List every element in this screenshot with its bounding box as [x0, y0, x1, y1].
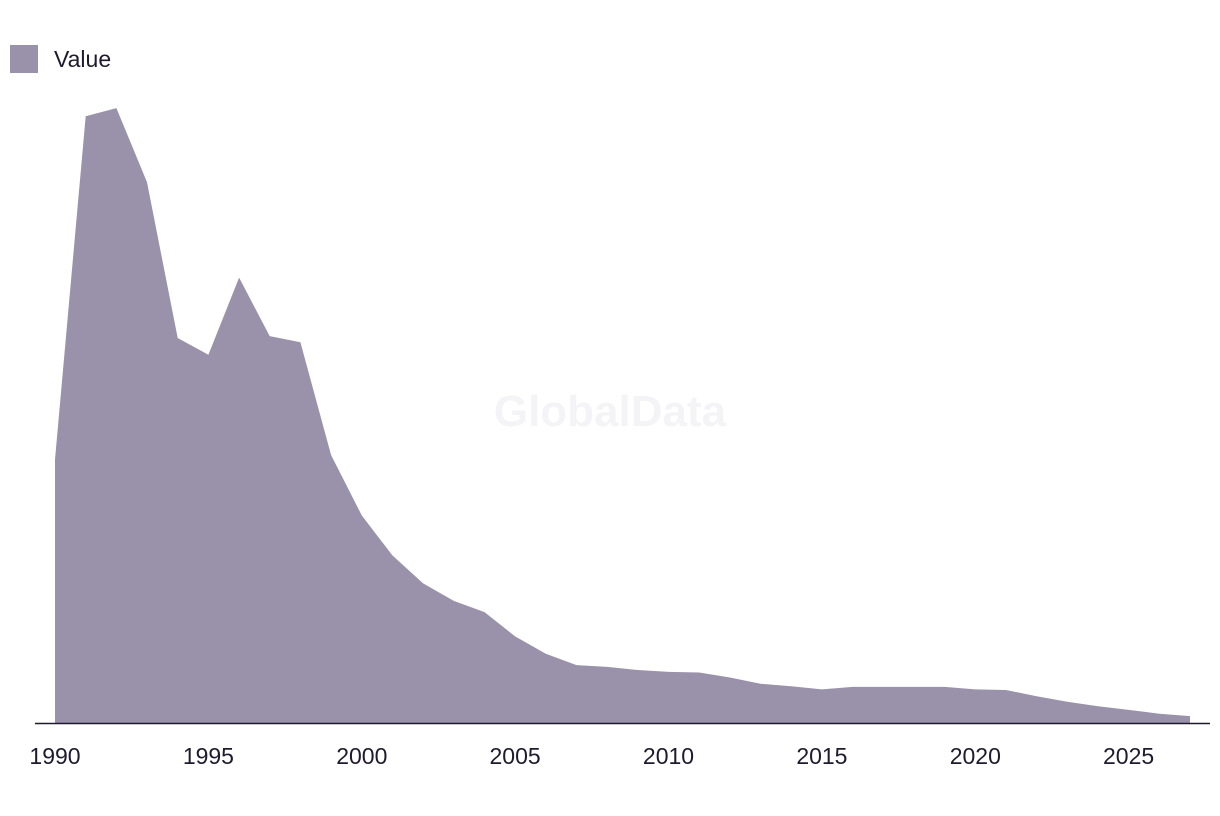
x-tick-label-1995: 1995 — [183, 743, 234, 769]
legend: Value — [10, 45, 111, 73]
legend-swatch — [10, 45, 38, 73]
x-tick-label-2010: 2010 — [643, 743, 694, 769]
legend-label: Value — [54, 45, 112, 72]
area-series-value — [55, 108, 1190, 724]
x-tick-label-2000: 2000 — [336, 743, 387, 769]
x-tick-label-2005: 2005 — [490, 743, 541, 769]
x-tick-label-2015: 2015 — [796, 743, 847, 769]
x-tick-label-1990: 1990 — [29, 743, 80, 769]
x-axis-ticks: 1990 1995 2000 2005 2010 2015 2020 2025 — [29, 743, 1154, 769]
x-tick-label-2025: 2025 — [1103, 743, 1154, 769]
x-tick-label-2020: 2020 — [950, 743, 1001, 769]
watermark-logo: GlobalData — [494, 387, 727, 436]
